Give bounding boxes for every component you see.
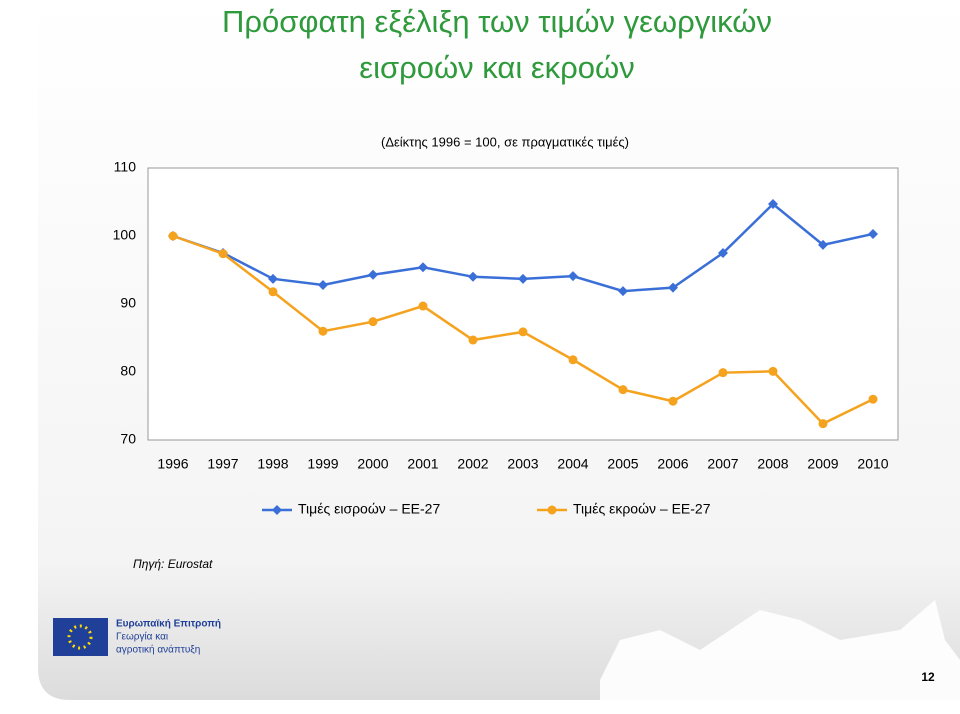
data-point: [818, 419, 828, 429]
y-tick-label: 110: [114, 159, 137, 175]
data-point: [718, 248, 728, 258]
x-tick-label: 2007: [707, 456, 738, 472]
logo-text: Γεωργία και: [116, 631, 168, 643]
legend-marker: [547, 505, 557, 515]
x-tick-label: 1997: [207, 456, 238, 472]
x-tick-label: 2002: [457, 456, 488, 472]
data-point: [418, 262, 428, 273]
data-point: [518, 273, 528, 284]
data-point: [368, 317, 378, 327]
data-point: [518, 327, 528, 337]
x-tick-label: 2004: [557, 456, 588, 472]
x-tick-label: 2003: [507, 456, 538, 472]
x-tick-label: 2006: [657, 456, 688, 472]
y-tick-label: 90: [120, 295, 136, 311]
x-tick-label: 1996: [157, 456, 188, 472]
data-point: [318, 279, 328, 290]
source: Πηγή: Eurostat: [133, 557, 213, 571]
data-point: [168, 231, 178, 241]
x-tick-label: 1998: [257, 456, 288, 472]
data-point: [768, 366, 778, 376]
data-point: [668, 282, 678, 293]
data-point: [668, 396, 678, 406]
data-point: [318, 326, 328, 336]
legend-label: Τιμές εισροών – ΕΕ-27: [298, 501, 440, 517]
data-point: [568, 355, 578, 365]
data-point: [468, 335, 478, 345]
data-point: [568, 271, 578, 282]
x-tick-label: 2008: [757, 456, 788, 472]
x-tick-label: 2000: [357, 456, 388, 472]
data-point: [268, 273, 278, 284]
data-point: [868, 228, 878, 239]
data-point: [868, 394, 878, 404]
y-tick-label: 80: [120, 363, 136, 379]
subtitle: (Δείκτης 1996 = 100, σε πραγματικές τιμέ…: [381, 134, 629, 149]
data-point: [618, 385, 628, 395]
page-number: 12: [921, 670, 935, 684]
title-line: Πρόσφατη εξέλιξη των τιμών γεωργικών: [222, 4, 772, 39]
legend-marker: [272, 505, 282, 515]
data-point: [718, 368, 728, 378]
data-point: [418, 301, 428, 311]
eu-stars: [67, 624, 93, 650]
data-point: [468, 271, 478, 282]
eu-flag: [53, 618, 108, 656]
y-tick-label: 100: [113, 227, 137, 243]
x-tick-label: 1999: [307, 456, 338, 472]
data-point: [368, 269, 378, 280]
plot-area: [147, 167, 899, 441]
logo-text: αγροτική ανάπτυξη: [116, 644, 200, 656]
x-tick-label: 2005: [607, 456, 638, 472]
legend-label: Τιμές εκροών – ΕΕ-27: [573, 501, 711, 517]
eu-logo: [53, 618, 108, 656]
data-point: [268, 287, 278, 297]
data-point: [618, 286, 628, 297]
logo-text: Ευρωπαϊκή Επιτροπή: [116, 619, 221, 630]
title-line: εισροών και εκροών: [359, 50, 634, 85]
data-point: [818, 239, 828, 250]
decorative-silhouette: [600, 600, 960, 700]
x-tick-label: 2010: [857, 456, 888, 472]
x-tick-label: 2001: [407, 456, 438, 472]
data-point: [218, 249, 228, 259]
y-tick-label: 70: [120, 431, 136, 447]
data-point: [768, 199, 778, 210]
x-tick-label: 2009: [807, 456, 838, 472]
